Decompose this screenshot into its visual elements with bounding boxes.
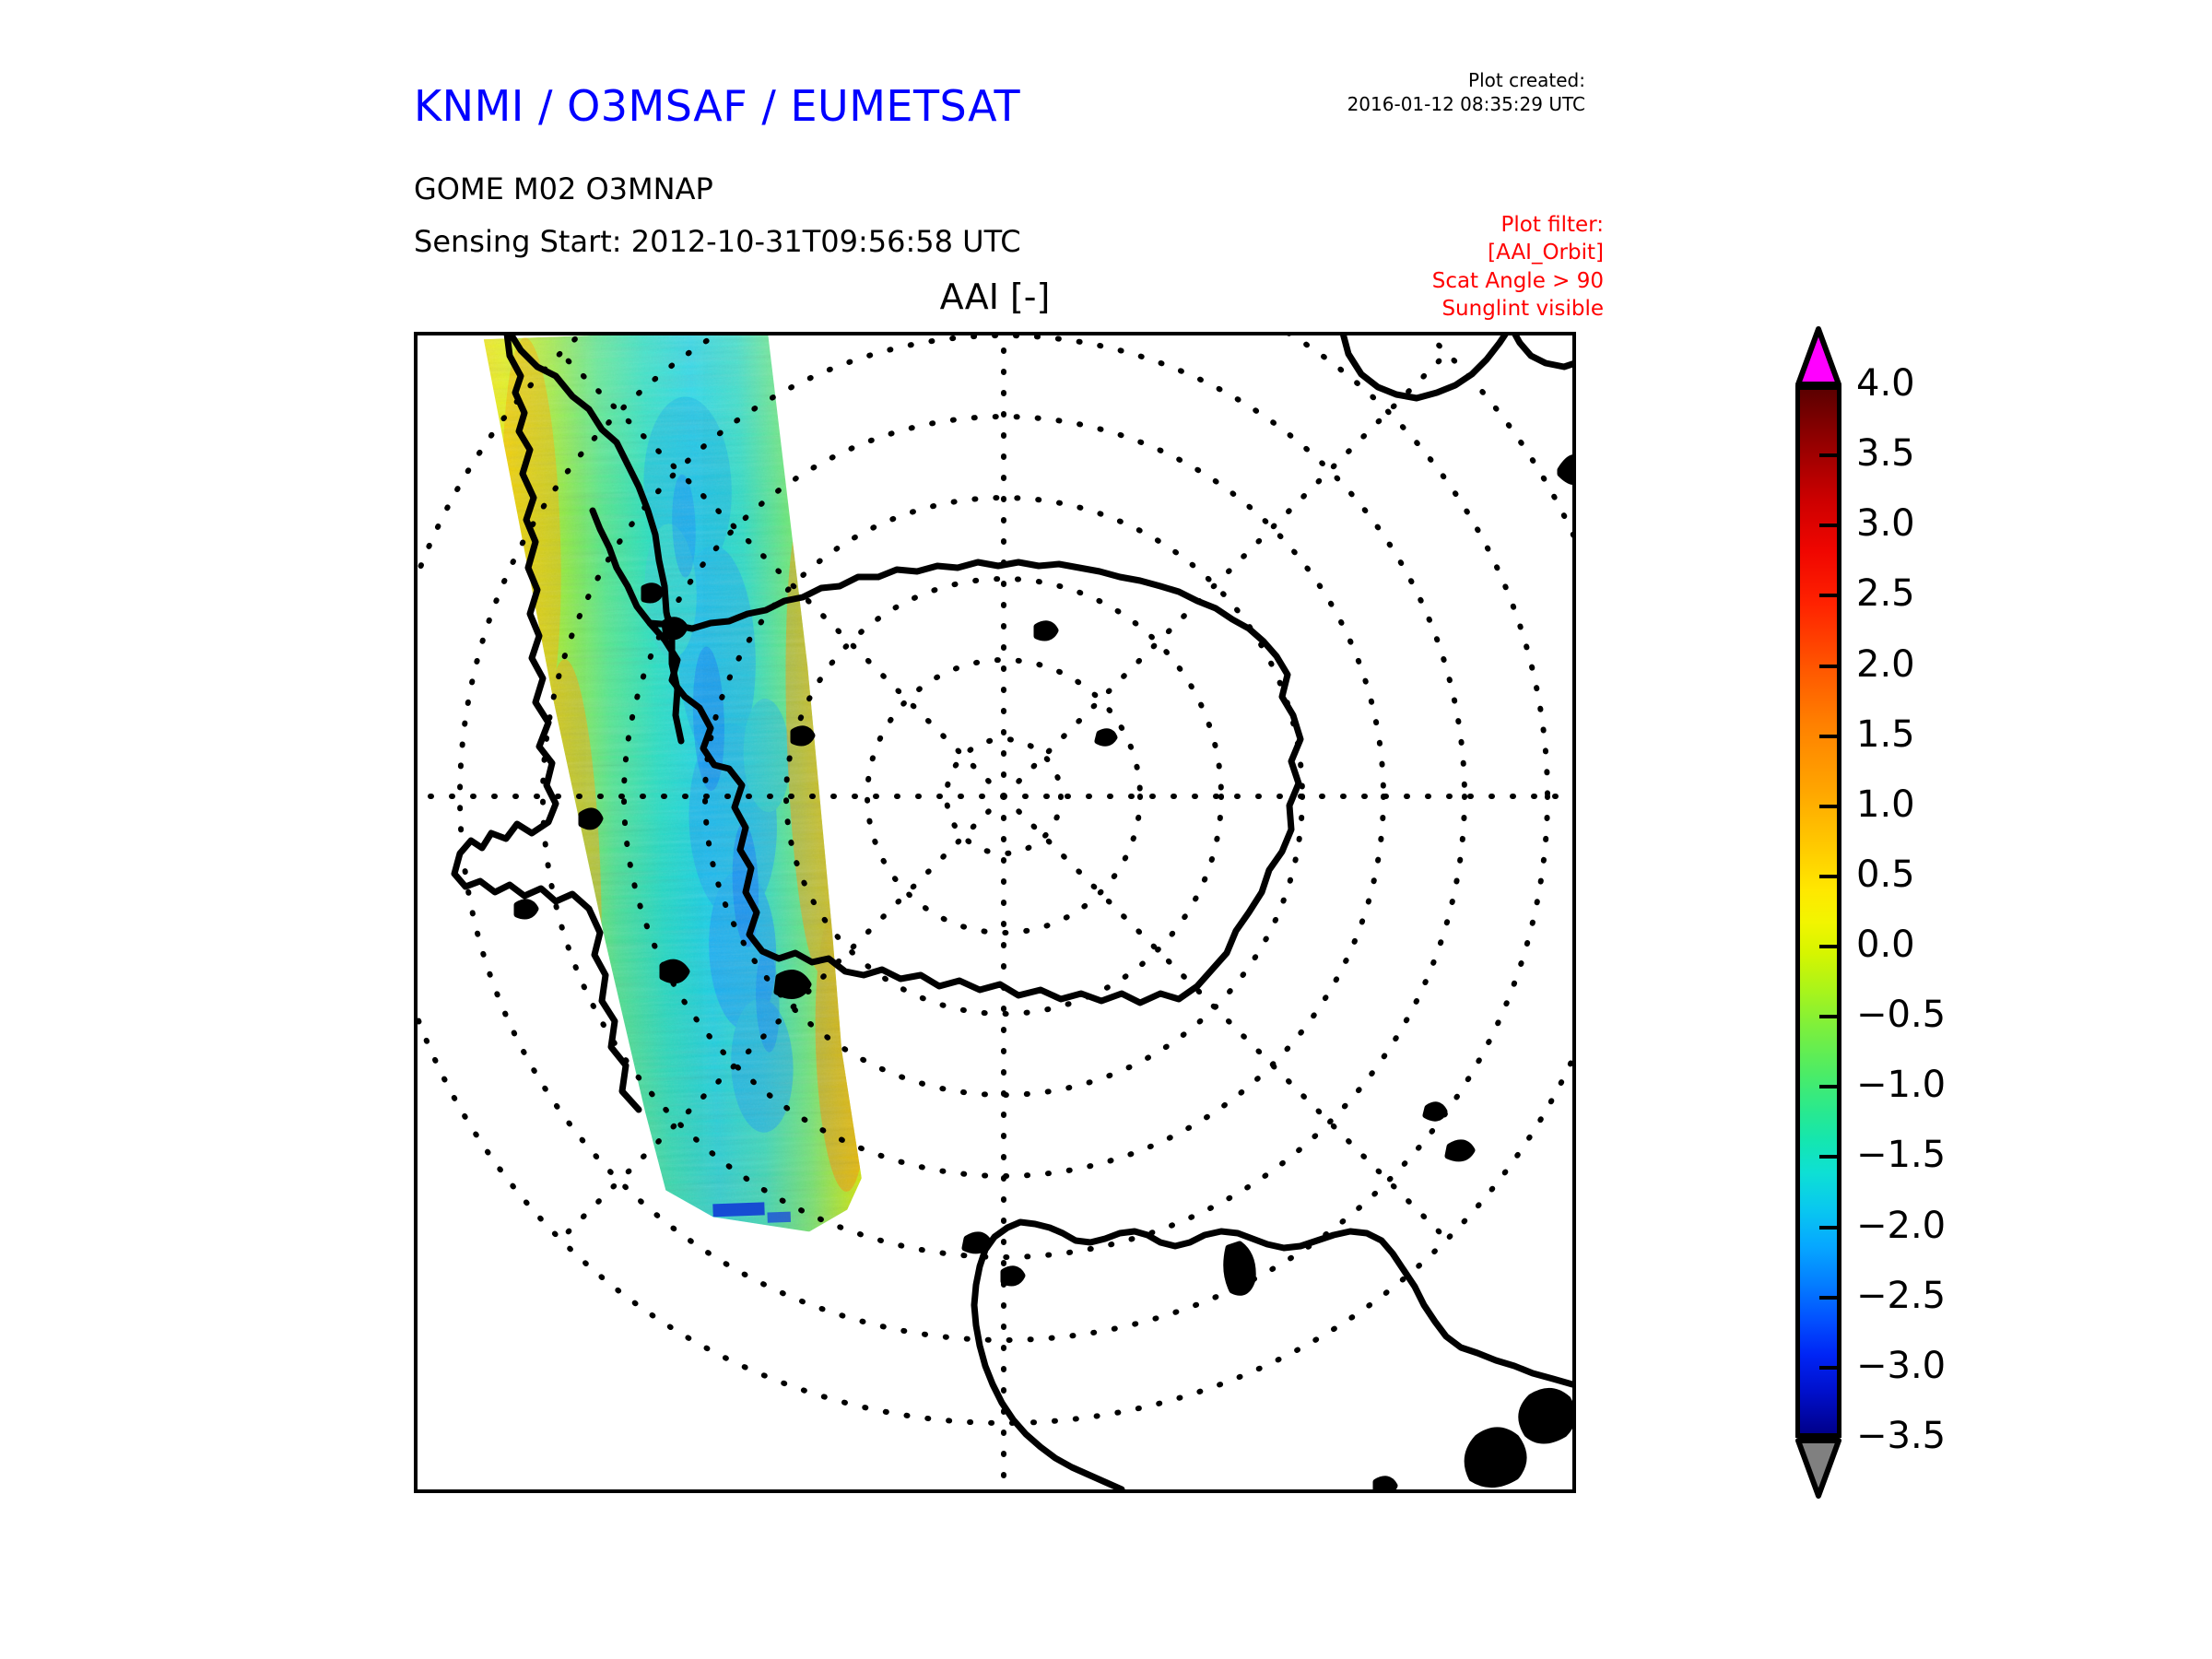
aai-swath [483,335,864,1242]
colorbar-gradient-fill [1800,390,1837,1433]
colorbar-tick-label: −2.0 [1856,1204,1947,1247]
colorbar-tick [1819,874,1841,878]
colorbar-tick-label: −3.0 [1856,1344,1947,1387]
meridians [418,335,1572,1489]
colorbar-tick-label: −0.5 [1856,994,1947,1037]
colorbar-tick-label: 2.5 [1856,572,1915,616]
colorbar-tick [1819,734,1841,738]
plot-filter-scat-angle: Scat Angle > 90 [1431,268,1604,293]
plot-filter-sunglint: Sunglint visible [1441,297,1604,322]
plot-created-label: Plot created: [1468,69,1585,91]
colorbar-tick-label: −2.5 [1856,1274,1947,1317]
colorbar-tick-label: 3.0 [1856,502,1915,546]
plot-created-timestamp: 2016-01-12 08:35:29 UTC [1347,93,1585,115]
colorbar-tick-label: −1.0 [1856,1064,1947,1107]
colorbar-tick [1819,594,1841,598]
plot-filter-block: Plot filter: [AAI_Orbit] Scat Angle > 90… [1290,211,1604,323]
colorbar-tick [1819,1155,1841,1159]
chart-title: AAI [-] [939,276,1051,317]
colorbar-over-range-arrow [1795,326,1841,387]
colorbar-tick [1819,804,1841,808]
colorbar-tick-label: 0.0 [1856,924,1915,967]
map-svg [418,335,1572,1489]
coastlines [451,335,1572,1489]
colorbar-tick-label: 1.0 [1856,782,1915,826]
colorbar-tick [1819,1085,1841,1089]
colorbar-tick [1819,1295,1841,1300]
plot-created-block: Plot created: 2016-01-12 08:35:29 UTC [1272,68,1585,116]
colorbar-gradient-bar [1795,385,1841,1438]
colorbar[interactable]: 4.0 3.5 3.0 2.5 2.0 1.5 1.0 0.5 0.0 −0.5 −1.0 −1.5 −… [1788,324,2175,1523]
plot-filter-title: Plot filter: [1500,213,1604,237]
colorbar-tick [1819,1015,1841,1019]
sensing-start-label: Sensing Start: 2012-10-31T09:56:58 UTC [414,224,1021,259]
colorbar-tick-label: 3.5 [1856,432,1915,476]
page-title: KNMI / O3MSAF / EUMETSAT [414,81,1021,131]
colorbar-tick-label: 1.5 [1856,712,1915,756]
colorbar-tick-label: 0.5 [1856,853,1915,896]
colorbar-tick [1819,1225,1841,1230]
map-plot-area[interactable] [414,332,1576,1493]
colorbar-tick [1819,524,1841,528]
colorbar-tick [1819,945,1841,949]
colorbar-tick-label: 4.0 [1856,362,1915,405]
colorbar-tick-label: −3.5 [1856,1415,1947,1457]
colorbar-tick [1819,453,1841,458]
colorbar-tick-label: 2.0 [1856,642,1915,686]
plot-filter-orbit: [AAI_Orbit] [1488,241,1604,265]
colorbar-under-range-arrow [1795,1438,1841,1499]
colorbar-tick [1819,1365,1841,1370]
map-clip [418,335,1572,1489]
product-name: GOME M02 O3MNAP [414,171,713,206]
colorbar-tick-label: −1.5 [1856,1134,1947,1177]
colorbar-tick [1819,664,1841,668]
